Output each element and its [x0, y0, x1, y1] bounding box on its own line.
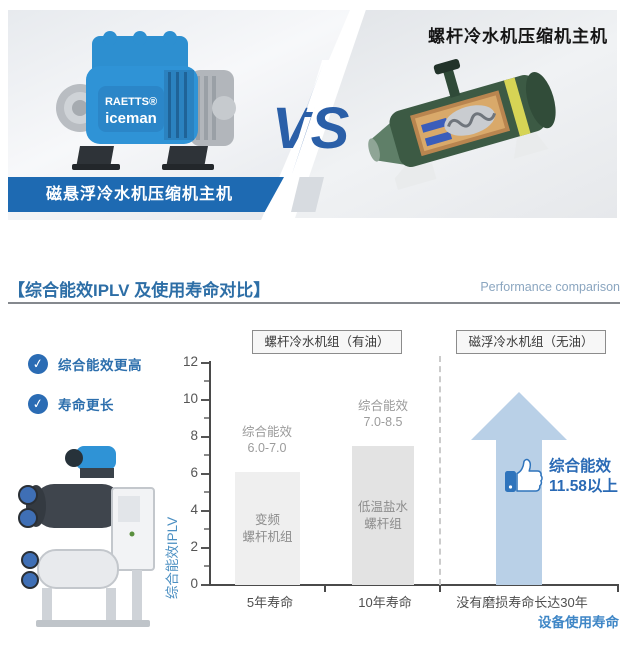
thumbs-up-icon — [505, 458, 543, 492]
group-header-screw: 螺杆冷水机组（有油） — [252, 330, 402, 354]
bar-range-note: 综合能效 6.0-7.0 — [241, 425, 292, 455]
chiller-unit-image — [18, 446, 155, 627]
x-axis-tick — [617, 586, 619, 592]
bar-variable-screw: 变频 螺杆机组 — [235, 472, 300, 585]
maglev-compressor-image: RAETTS® iceman — [56, 31, 236, 170]
y-tick-label: 10 — [182, 390, 198, 406]
y-axis-title: 综合能效IPLV — [165, 516, 180, 600]
bar-brine-screw: 低温盐水 螺杆组 — [352, 446, 414, 585]
benefit-item-efficiency: ✓ 综合能效更高 — [26, 352, 142, 376]
highlight-efficiency-label: 综合能效 11.58以上 — [549, 458, 618, 495]
y-tick-mark — [201, 472, 209, 475]
x-axis-tick — [324, 586, 326, 592]
group-header-maglev: 磁浮冷水机组（无油） — [456, 330, 606, 354]
x-category-label: 5年寿命 — [246, 595, 294, 610]
y-tick-label: 12 — [182, 353, 198, 369]
y-tick-label: 6 — [190, 464, 198, 480]
section-subtitle: Performance comparison — [480, 280, 620, 294]
check-icon: ✓ — [26, 352, 50, 376]
group-separator-dashed-line — [439, 356, 441, 585]
y-tick-mark — [201, 509, 209, 512]
y-tick-mark — [201, 398, 209, 401]
x-category-label: 10年寿命 — [358, 595, 412, 610]
section-divider — [8, 302, 620, 304]
x-axis-tick — [439, 586, 441, 592]
left-product-label: 磁悬浮冷水机压缩机主机 — [46, 186, 234, 203]
vs-icon: VS — [272, 60, 350, 180]
y-axis-line — [209, 361, 211, 585]
y-tick-mark — [201, 361, 209, 364]
left-product-banner: 磁悬浮冷水机压缩机主机 — [8, 177, 284, 212]
x-category-label: 没有磨损寿命长达30年 — [456, 595, 588, 610]
x-axis-line — [209, 584, 619, 586]
brand-line2: iceman — [105, 110, 157, 127]
bar-range-note: 综合能效 7.0-8.5 — [357, 399, 408, 429]
y-tick-mark — [201, 546, 209, 549]
benefit-item-lifespan: ✓ 寿命更长 — [26, 392, 114, 416]
y-tick-mark — [201, 584, 209, 586]
brand-line1: RAETTS® — [105, 96, 157, 108]
section-title: 【综合能效IPLV 及使用寿命对比】 — [8, 281, 271, 300]
benefit-label: 寿命更长 — [58, 398, 114, 413]
y-tick-label: 8 — [190, 427, 198, 443]
x-axis-title: 设备使用寿命 — [538, 615, 619, 630]
screw-compressor-image — [368, 58, 556, 190]
right-product-label: 螺杆冷水机压缩机主机 — [428, 27, 608, 46]
benefit-label: 综合能效更高 — [58, 358, 142, 373]
check-icon: ✓ — [26, 392, 50, 416]
y-tick-mark — [201, 435, 209, 438]
